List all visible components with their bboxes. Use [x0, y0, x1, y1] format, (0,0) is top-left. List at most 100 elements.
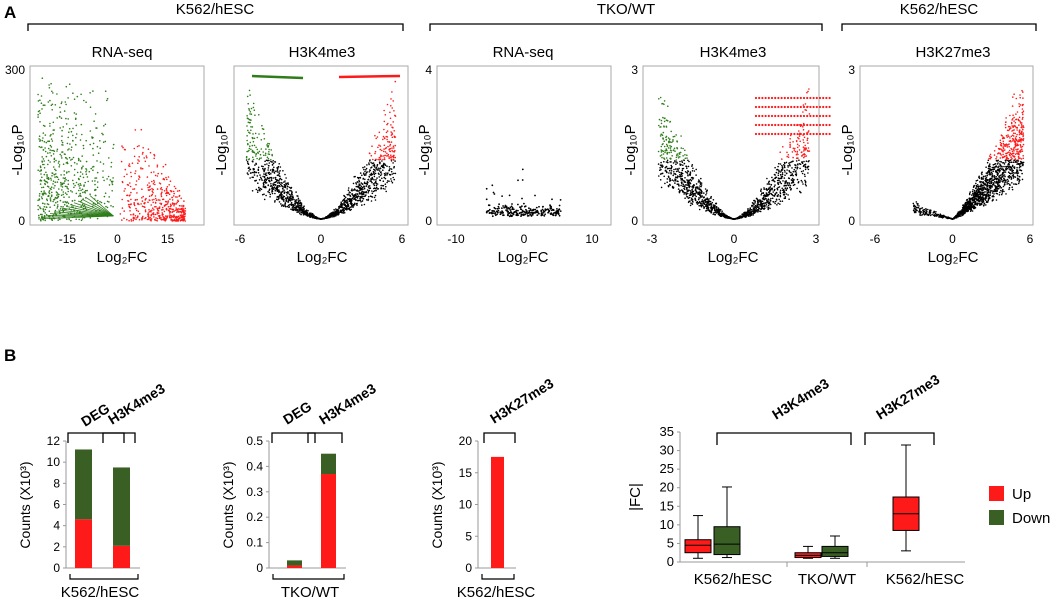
data-point [386, 174, 388, 176]
data-point [790, 171, 792, 174]
data-point [517, 179, 519, 182]
data-point [361, 200, 364, 202]
bracket-label-deg-2: DEG [280, 398, 314, 428]
data-point [529, 211, 531, 214]
data-point [146, 156, 148, 159]
data-point [382, 138, 384, 141]
data-point [505, 209, 507, 212]
data-point [184, 210, 187, 212]
data-point [804, 103, 807, 105]
data-point [363, 193, 365, 196]
data-point [971, 194, 973, 196]
data-point [41, 202, 44, 205]
data-point [72, 134, 74, 137]
data-point [64, 177, 67, 179]
data-point [300, 211, 303, 213]
data-point [143, 205, 145, 208]
data-point [50, 188, 52, 190]
data-point [271, 186, 274, 188]
data-point [1010, 156, 1012, 158]
data-point [761, 96, 764, 100]
y-axis-label: -Log₁₀P [9, 124, 26, 175]
data-point [751, 209, 753, 211]
data-point [51, 194, 53, 196]
data-point [706, 189, 708, 191]
data-point [160, 195, 163, 198]
data-point [774, 123, 777, 127]
data-point [138, 145, 140, 147]
data-point [340, 209, 343, 212]
data-ray [338, 74, 401, 79]
data-point [789, 184, 792, 187]
data-point [173, 205, 175, 207]
x-axis-label: Log₂FC [297, 249, 348, 266]
bracket-box-h3k4me3: H3K4me3 [716, 375, 852, 445]
data-point [178, 189, 181, 192]
data-point [299, 211, 302, 213]
data-point [54, 181, 57, 183]
data-point [100, 201, 103, 204]
data-point [49, 161, 51, 163]
data-point [272, 183, 274, 185]
data-point [382, 180, 385, 182]
data-point [141, 200, 144, 202]
data-point [760, 201, 762, 204]
data-point [89, 193, 91, 195]
data-point [795, 153, 798, 156]
data-point [41, 176, 43, 179]
data-point [511, 206, 514, 209]
data-point [81, 133, 83, 136]
data-point [666, 145, 669, 147]
data-point [265, 148, 267, 150]
data-point [812, 114, 815, 118]
data-point [766, 206, 768, 208]
data-point [687, 190, 689, 192]
data-point [59, 199, 62, 202]
data-point [785, 189, 788, 191]
data-point [759, 210, 762, 213]
data-point [297, 206, 300, 208]
data-point [272, 177, 275, 179]
data-point [666, 153, 669, 155]
data-point [680, 177, 682, 179]
data-point [57, 219, 59, 221]
data-point [154, 197, 157, 200]
data-point [1004, 175, 1006, 178]
data-point [299, 207, 302, 210]
data-point [995, 145, 997, 147]
data-point [1005, 117, 1007, 119]
data-point [302, 214, 305, 216]
data-point [799, 114, 802, 118]
data-point [359, 192, 361, 194]
data-point [352, 206, 354, 208]
data-point [123, 175, 126, 178]
data-point [141, 167, 144, 170]
data-point [372, 170, 375, 173]
data-point [364, 178, 366, 181]
data-point [262, 175, 264, 178]
data-point [247, 158, 250, 161]
data-point [151, 209, 153, 211]
data-point [302, 208, 305, 210]
data-point [754, 202, 756, 204]
data-point [149, 199, 151, 202]
data-point [383, 137, 386, 139]
data-point [270, 179, 273, 182]
data-point [102, 170, 104, 172]
data-point [135, 207, 137, 210]
data-point [330, 212, 333, 214]
data-point [550, 212, 553, 215]
data-point [347, 189, 350, 191]
data-point [247, 129, 249, 132]
data-point [770, 197, 772, 200]
data-point [109, 179, 112, 181]
data-point [659, 179, 662, 181]
data-point [268, 177, 270, 180]
data-point [691, 186, 693, 188]
data-point [778, 179, 780, 182]
data-point [790, 161, 793, 163]
data-point [693, 170, 696, 172]
data-point [393, 147, 395, 149]
data-point [42, 149, 45, 151]
data-point [374, 150, 377, 153]
